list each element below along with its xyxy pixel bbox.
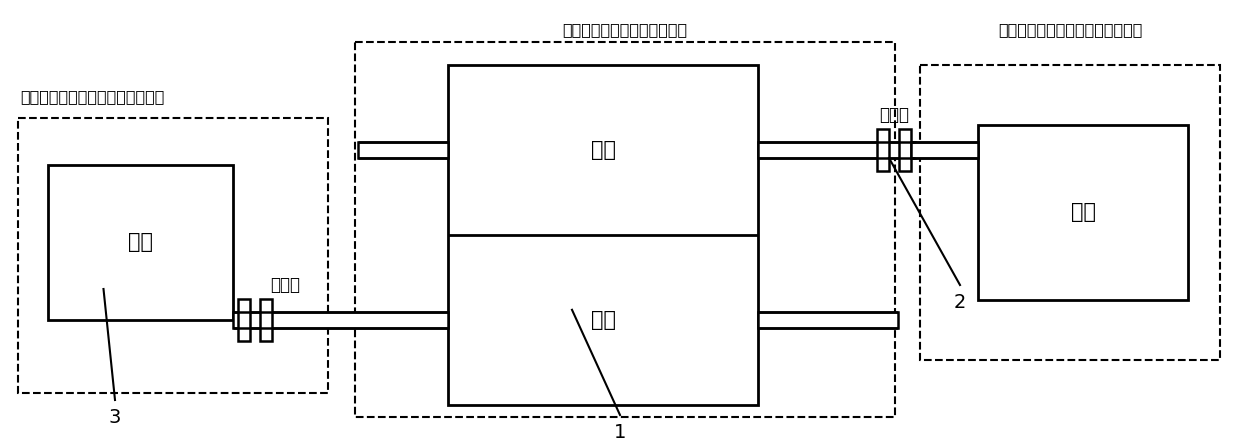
Text: 转子: 转子 <box>590 310 615 330</box>
Text: 电机: 电机 <box>1070 202 1095 223</box>
Text: 联轴器: 联轴器 <box>879 106 909 124</box>
Bar <box>358 142 448 158</box>
Bar <box>238 299 250 341</box>
Bar <box>877 129 889 171</box>
Bar <box>448 65 758 405</box>
Text: 1: 1 <box>614 423 626 438</box>
Bar <box>758 142 915 158</box>
Text: 3: 3 <box>109 408 122 427</box>
Text: 联轴器: 联轴器 <box>270 276 300 294</box>
Bar <box>978 125 1188 300</box>
Bar <box>233 312 448 328</box>
Bar <box>758 312 898 328</box>
Text: 转子: 转子 <box>590 140 615 160</box>
Bar <box>920 65 1220 360</box>
Bar <box>260 299 272 341</box>
Bar <box>911 142 978 158</box>
Text: 2: 2 <box>954 293 966 312</box>
Bar <box>48 165 233 320</box>
Bar <box>19 118 329 393</box>
Text: 双转子类压缩机转子结构部分: 双转子类压缩机转子结构部分 <box>563 22 687 37</box>
Bar <box>355 42 895 417</box>
Text: 双转子类压缩机转子电机驱动部分: 双转子类压缩机转子电机驱动部分 <box>998 22 1142 37</box>
Bar <box>899 129 911 171</box>
Text: 双转子类压缩机转子电机驱动部分: 双转子类压缩机转子电机驱动部分 <box>20 89 165 104</box>
Text: 电机: 电机 <box>128 233 153 252</box>
